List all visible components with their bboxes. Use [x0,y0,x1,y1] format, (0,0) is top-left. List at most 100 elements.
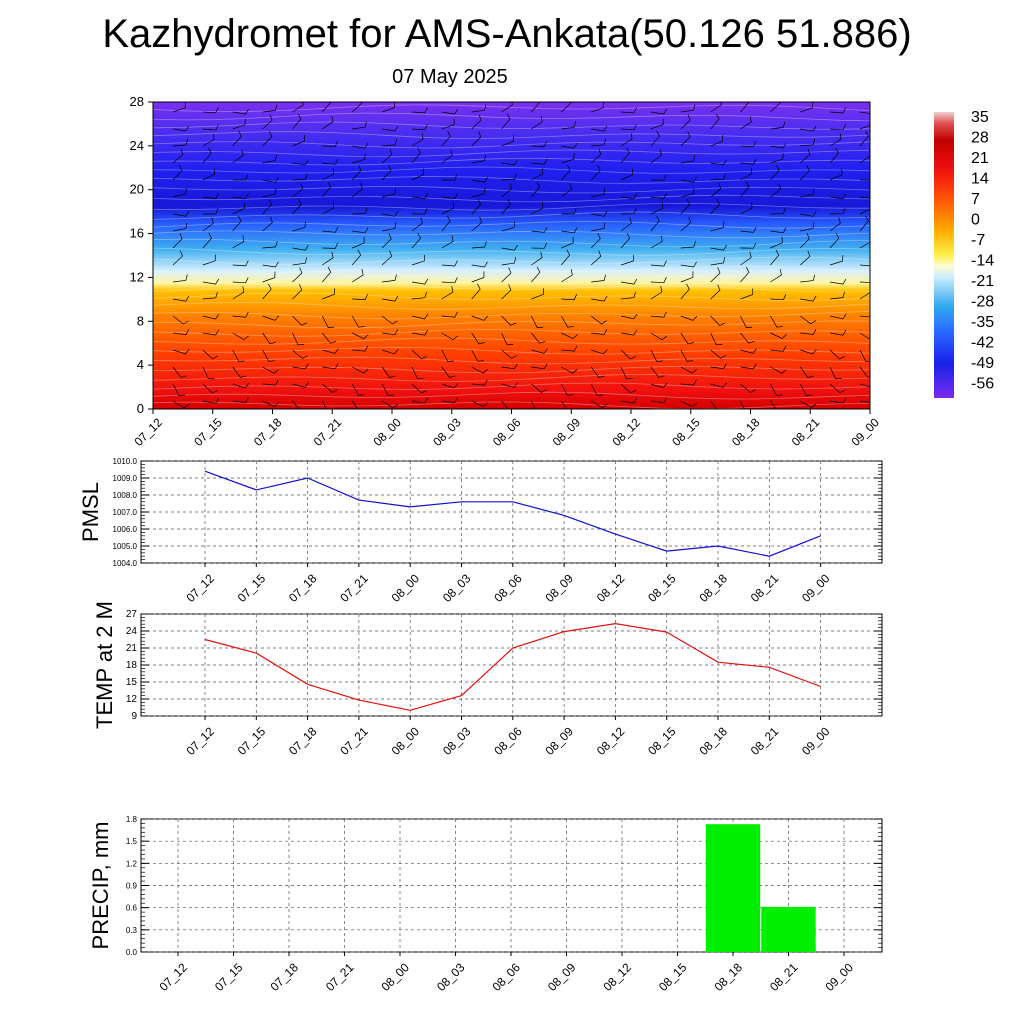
wind-barb [501,257,517,266]
wind-barb [471,154,486,164]
wind-barb [829,255,844,266]
wind-barb [352,227,369,234]
wind-barb [650,235,663,249]
wind-barb [471,104,487,113]
wind-barb [859,196,870,199]
wind-barb [829,366,842,380]
wind-barb [381,102,395,113]
wind-barb [441,174,458,181]
wind-barb [202,208,219,215]
wind-barb [710,182,722,198]
wind-barb [322,251,334,266]
wind-barb [202,168,215,181]
wind-barb [770,102,781,113]
precip-chart: 0.0 0.3 0.6 0.9 1.2 1.5 1.8 07_12 07_15 07_18 07_2… [88,815,883,994]
wind-barb [561,164,571,181]
wind-barb [501,315,517,326]
precip-y-tick-label: 0.3 [126,926,138,935]
wind-barb [202,366,215,380]
wind-barb [561,227,578,234]
wind-barb [352,207,368,215]
wind-barb [382,188,396,198]
wind-barb [172,383,185,396]
wind-barb [322,158,339,165]
wind-barb [531,226,548,233]
temp-x-tick-label: 08_09 [543,724,577,758]
wind-barb [441,149,453,164]
wind-barb [620,193,638,200]
wind-barb [680,131,691,147]
wind-barb [441,193,458,199]
wind-barb [292,284,303,300]
wind-barb [322,332,337,344]
wind-barb [232,260,249,267]
temp-y-axis-label: TEMP at 2 M [92,601,117,729]
wind-barb [471,315,489,321]
wind-barb [292,244,309,251]
wind-barb [710,284,721,300]
wind-barb [830,207,846,215]
heatmap-y-tick-label: 12 [130,269,144,284]
wind-barb [859,124,870,130]
colorbar-label: 7 [971,191,980,208]
contour-line [153,121,870,130]
wind-barb [859,264,870,267]
precip-bar [761,906,816,952]
pmsl-y-axis-label: PMSL [78,482,103,542]
wind-barb [680,114,691,130]
wind-barb [322,348,339,354]
wind-barb [322,288,335,300]
contour-line [153,301,870,310]
wind-barb [800,222,815,232]
pmsl-frame [140,460,883,564]
wind-barb [501,198,511,215]
wind-barb [770,207,786,215]
wind-barb [202,107,219,114]
wind-barb [262,199,273,215]
wind-barb [292,400,307,409]
pmsl-x-tick-label: 08_21 [748,571,782,605]
wind-barb [561,269,573,283]
wind-barb [172,222,188,232]
wind-barb [232,383,250,389]
wind-barb [680,271,694,283]
wind-barb [352,268,364,283]
wind-barb [232,174,249,181]
contour-line [153,337,870,345]
wind-barb [680,349,694,362]
wind-barb [352,332,369,340]
wind-barb [710,349,727,359]
wind-barb [232,130,242,147]
wind-barb [441,260,458,267]
wind-barb [800,102,814,113]
wind-barb [680,241,696,249]
pmsl-x-tick-label: 07_18 [286,571,320,605]
wind-barb [292,221,306,232]
wind-barb [680,104,696,113]
wind-barb [202,254,216,266]
wind-barb [471,332,485,345]
wind-barb [591,274,606,283]
wind-barb [262,216,273,232]
wind-barb [441,332,458,341]
wind-barb [591,188,606,198]
colorbar-label: -42 [971,335,994,352]
wind-barb [321,400,327,409]
temp-y-tick-label: 9 [131,711,137,722]
contour-line [153,211,870,220]
pmsl-y-tick-label: 1010.0 [113,457,138,466]
wind-barb [590,233,601,249]
wind-barb [591,349,608,355]
wind-barb [740,140,757,147]
wind-barb [859,111,870,114]
wind-barb [292,315,308,326]
wind-barb [232,366,247,378]
wind-barb [591,125,608,132]
wind-barb [441,108,459,115]
wind-barb [680,332,694,345]
wind-barb [561,183,572,198]
wind-barb [471,131,482,147]
wind-barb [740,363,757,370]
wind-barb [172,125,190,132]
